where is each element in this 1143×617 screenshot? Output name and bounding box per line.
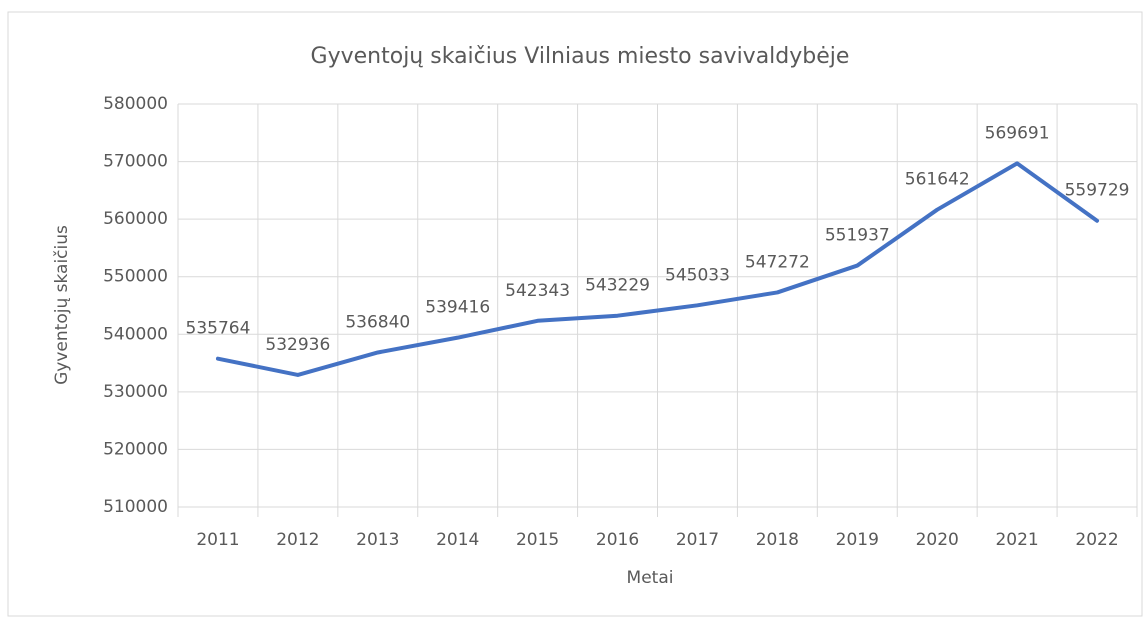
chart-frame <box>7 11 1143 617</box>
chart-title: Gyventojų skaičius Vilniaus miesto saviv… <box>311 44 850 69</box>
y-tick-label: 530000 <box>103 382 168 402</box>
data-label: 535764 <box>186 319 251 339</box>
x-tick-label: 2013 <box>356 530 399 550</box>
data-label: 559729 <box>1065 181 1130 201</box>
data-label: 547272 <box>745 252 810 272</box>
x-tick-label: 2014 <box>436 530 479 550</box>
data-label: 536840 <box>345 312 410 332</box>
y-tick-label: 540000 <box>103 324 168 344</box>
x-tick-label: 2022 <box>1075 530 1118 550</box>
x-tick-label: 2019 <box>836 530 879 550</box>
y-tick-label: 520000 <box>103 439 168 459</box>
data-label: 542343 <box>505 281 570 301</box>
y-tick-label: 580000 <box>103 94 168 114</box>
x-tick-label: 2012 <box>276 530 319 550</box>
y-tick-label: 510000 <box>103 497 168 517</box>
x-tick-label: 2011 <box>196 530 239 550</box>
data-label: 543229 <box>585 276 650 296</box>
x-tick-label: 2020 <box>916 530 959 550</box>
x-tick-label: 2016 <box>596 530 639 550</box>
x-tick-label: 2018 <box>756 530 799 550</box>
y-tick-label: 550000 <box>103 267 168 287</box>
y-tick-label: 560000 <box>103 209 168 229</box>
y-tick-label: 570000 <box>103 152 168 172</box>
data-label: 551937 <box>825 226 890 246</box>
x-tick-label: 2017 <box>676 530 719 550</box>
x-tick-label: 2021 <box>995 530 1038 550</box>
data-label: 561642 <box>905 170 970 190</box>
data-label: 539416 <box>425 298 490 318</box>
data-line <box>215 161 1100 377</box>
x-axis-label: Metai <box>627 568 674 588</box>
y-axis-label: Gyventojų skaičius <box>52 225 72 385</box>
data-label: 569691 <box>985 123 1050 143</box>
x-tick-label: 2015 <box>516 530 559 550</box>
data-label: 545033 <box>665 265 730 285</box>
data-label: 532936 <box>265 335 330 355</box>
